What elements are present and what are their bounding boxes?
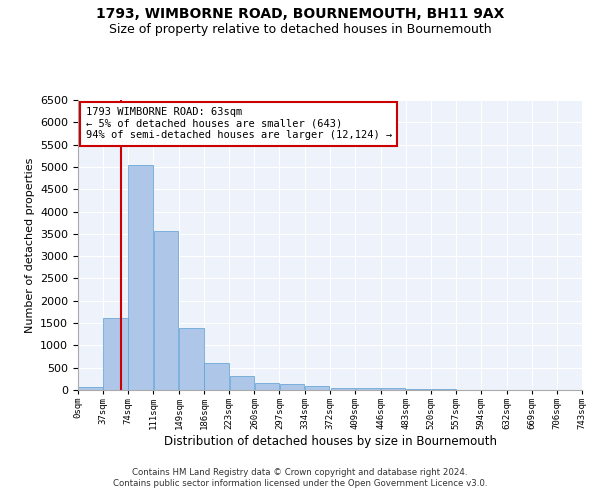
- Bar: [254, 383, 279, 390]
- Bar: [78, 387, 103, 390]
- Text: Size of property relative to detached houses in Bournemouth: Size of property relative to detached ho…: [109, 22, 491, 36]
- Bar: [230, 376, 254, 390]
- Bar: [305, 386, 329, 390]
- Text: Contains HM Land Registry data © Crown copyright and database right 2024.
Contai: Contains HM Land Registry data © Crown c…: [113, 468, 487, 487]
- Bar: [103, 318, 128, 390]
- Y-axis label: Number of detached properties: Number of detached properties: [25, 158, 35, 332]
- Text: 1793, WIMBORNE ROAD, BOURNEMOUTH, BH11 9AX: 1793, WIMBORNE ROAD, BOURNEMOUTH, BH11 9…: [96, 8, 504, 22]
- Bar: [331, 388, 355, 390]
- Bar: [154, 230, 178, 390]
- Bar: [128, 164, 153, 390]
- Bar: [381, 388, 406, 390]
- Bar: [356, 388, 380, 390]
- Bar: [406, 389, 430, 390]
- Bar: [280, 384, 304, 390]
- Bar: [205, 363, 229, 390]
- Bar: [179, 328, 204, 390]
- Text: 1793 WIMBORNE ROAD: 63sqm
← 5% of detached houses are smaller (643)
94% of semi-: 1793 WIMBORNE ROAD: 63sqm ← 5% of detach…: [86, 108, 392, 140]
- Text: Distribution of detached houses by size in Bournemouth: Distribution of detached houses by size …: [163, 435, 497, 448]
